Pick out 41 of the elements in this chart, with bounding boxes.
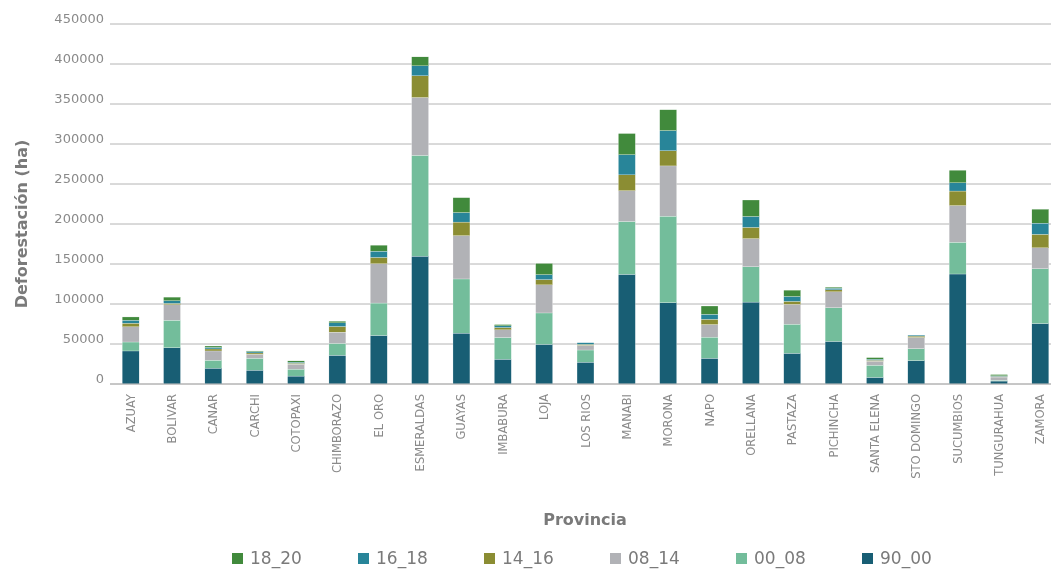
legend-label: 16_18	[376, 548, 428, 569]
x-tick-label: EL ORO	[371, 394, 386, 438]
x-tick-label: COTOPAXI	[289, 394, 304, 453]
y-tick-label: 200000	[54, 210, 104, 226]
x-tick-label: ZAMORA	[1033, 393, 1048, 445]
y-tick-label: 0	[95, 370, 104, 386]
x-tick-label: GUAYAS	[454, 394, 469, 440]
x-tick-label: PASTAZA	[785, 393, 800, 446]
y-tick-label: 50000	[62, 330, 104, 346]
x-tick-label: CHIMBORAZO	[330, 394, 345, 474]
x-tick-label: IMBABURA	[495, 393, 510, 455]
legend-label: 18_20	[250, 548, 302, 569]
x-tick-label: CARCHI	[247, 394, 262, 438]
y-tick-label: 150000	[54, 250, 104, 266]
x-tick-label: CANAR	[206, 393, 221, 435]
x-tick-label: SANTA ELENA	[867, 393, 882, 474]
x-tick-label: SUCUMBIOS	[950, 394, 965, 464]
legend-label: 00_08	[754, 548, 806, 569]
legend-label: 14_16	[502, 548, 554, 569]
y-tick-label: 350000	[54, 90, 104, 106]
x-tick-label: LOS RIOS	[578, 394, 593, 448]
x-tick-label: NAPO	[702, 394, 717, 427]
x-axis-title: Provincia	[543, 510, 627, 529]
y-tick-label: 300000	[54, 130, 104, 146]
x-tick-label: ORELLANA	[743, 393, 758, 456]
x-tick-label: AZUAY	[123, 393, 138, 433]
x-tick-label: PICHINCHA	[826, 393, 841, 458]
legend-label: 90_00	[880, 548, 932, 569]
legend-label: 08_14	[628, 548, 680, 569]
x-tick-label: BOLIVAR	[165, 394, 180, 444]
y-tick-label: 250000	[54, 170, 104, 186]
x-tick-label: TUNGURAHUA	[991, 393, 1006, 477]
y-axis-title: Deforestación (ha)	[12, 139, 31, 309]
y-tick-label: 450000	[54, 10, 104, 26]
x-tick-label: STO DOMINGO	[909, 394, 924, 479]
x-tick-label: LOJA	[537, 393, 552, 421]
x-tick-label: MORONA	[661, 393, 676, 447]
y-tick-label: 100000	[54, 290, 104, 306]
x-tick-label: MANABI	[619, 394, 634, 440]
x-tick-label: ESMERALDAS	[413, 394, 428, 472]
y-tick-label: 400000	[54, 50, 104, 66]
